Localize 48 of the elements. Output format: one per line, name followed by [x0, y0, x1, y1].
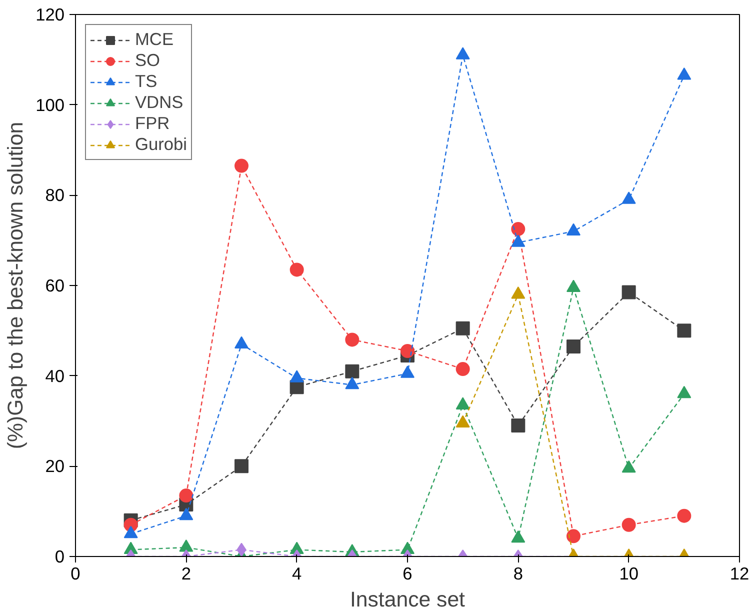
- point: [234, 336, 248, 348]
- point: [566, 223, 580, 236]
- point: [234, 158, 248, 173]
- point: [456, 397, 470, 410]
- point: [456, 321, 470, 336]
- x-tick-label: 4: [292, 564, 302, 584]
- legend-label: Gurobi: [135, 134, 188, 155]
- y-axis-title: (%)Gap to the best-known solution: [4, 122, 28, 450]
- legend-label: SO: [135, 50, 160, 71]
- point: [622, 460, 636, 473]
- point: [511, 222, 526, 236]
- point: [566, 280, 580, 292]
- point: [400, 366, 414, 378]
- y-tick-label: 20: [45, 456, 65, 476]
- legend-label: MCE: [135, 29, 174, 50]
- point: [124, 526, 138, 538]
- y-tick-label: 40: [45, 366, 65, 386]
- point: [400, 344, 414, 358]
- x-tick-label: 2: [181, 564, 191, 584]
- x-tick-label: 0: [70, 564, 80, 584]
- point: [566, 339, 580, 354]
- x-axis-title: Instance set: [350, 588, 466, 612]
- point: [179, 508, 194, 520]
- point: [511, 286, 526, 299]
- point: [511, 530, 526, 543]
- point: [345, 364, 360, 378]
- point: [511, 234, 526, 247]
- legend-label: VDNS: [135, 92, 184, 113]
- legend-label: TS: [135, 71, 158, 92]
- point: [345, 332, 360, 347]
- x-tick-label: 12: [730, 564, 750, 584]
- y-tick-label: 100: [36, 94, 65, 115]
- legend-label: FPR: [135, 113, 170, 134]
- x-tick-label: 10: [619, 564, 638, 584]
- x-tick-label: 8: [513, 564, 523, 584]
- point: [290, 262, 304, 277]
- point: [290, 370, 304, 382]
- y-tick-label: 0: [54, 546, 65, 566]
- point: [677, 324, 692, 338]
- point: [179, 539, 194, 552]
- x-tick-label: 6: [402, 564, 412, 584]
- point: [622, 285, 636, 300]
- point: [456, 415, 470, 428]
- point: [345, 376, 360, 390]
- y-tick-label: 60: [45, 276, 65, 296]
- y-tick-label: 120: [36, 4, 65, 24]
- point: [677, 386, 692, 398]
- y-tick-label: 80: [45, 185, 65, 206]
